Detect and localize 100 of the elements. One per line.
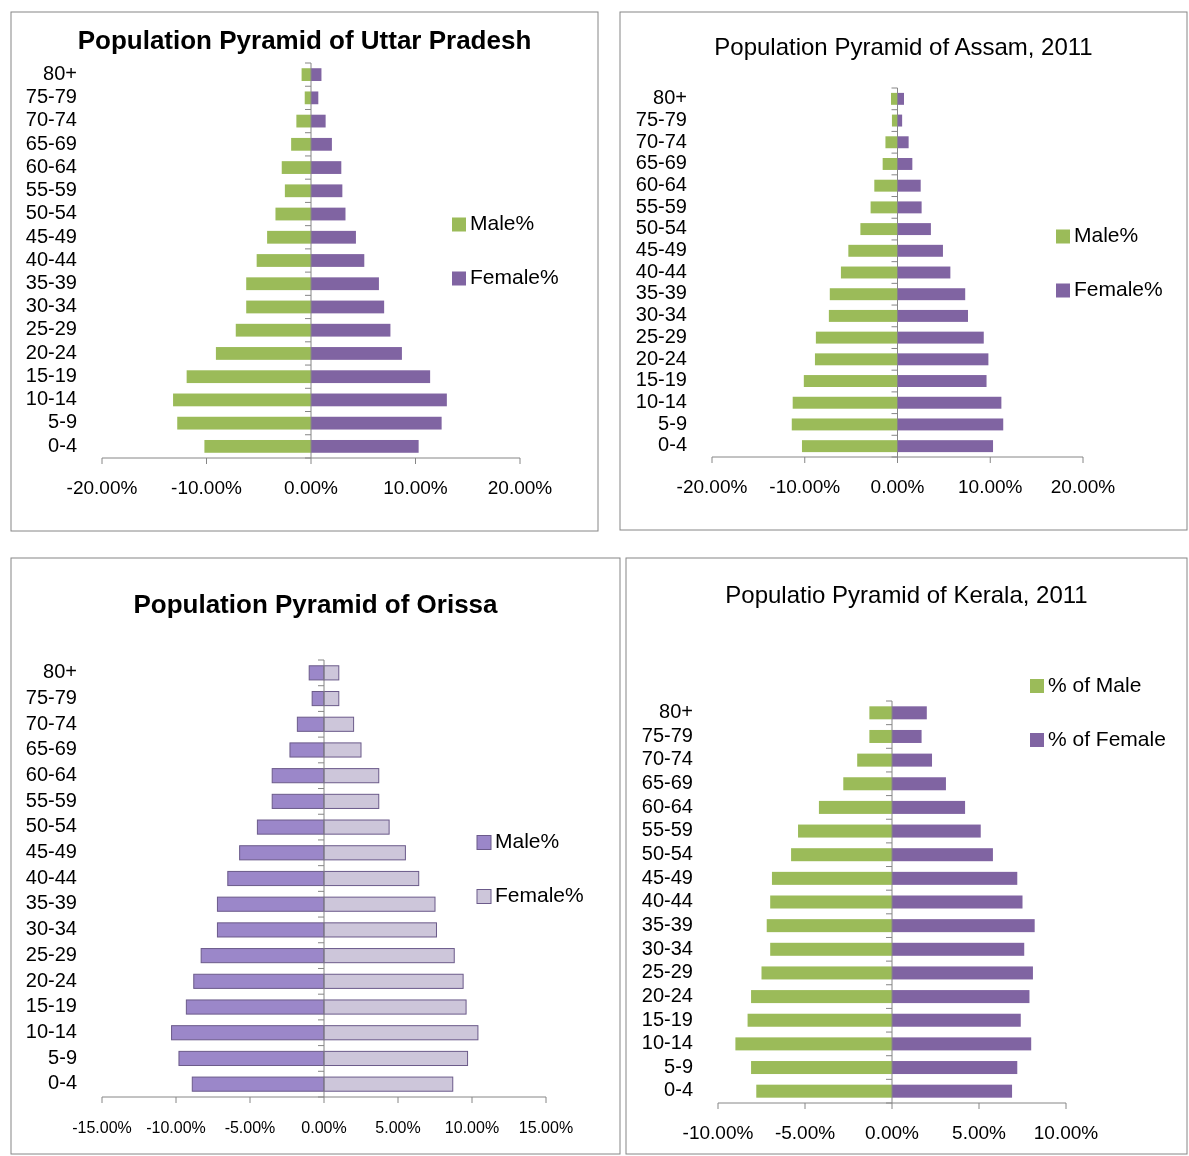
bar: [892, 777, 946, 791]
bar: [897, 266, 951, 279]
bar: [818, 800, 892, 814]
y-tick-label: 45-49: [25, 224, 77, 247]
y-tick-label: 45-49: [25, 840, 77, 863]
bar: [323, 768, 380, 784]
bar: [892, 1013, 1021, 1027]
x-tick-label: 20.00%: [1050, 476, 1116, 497]
bar: [897, 158, 913, 170]
bar: [323, 922, 437, 938]
y-tick-label: 20-24: [635, 346, 687, 369]
bar: [311, 370, 431, 384]
bar: [761, 966, 892, 980]
y-tick-label: 25-29: [635, 324, 687, 347]
bar: [897, 396, 1002, 409]
x-tick-label: 5.00%: [375, 1119, 421, 1136]
bar: [311, 230, 356, 244]
y-tick-label: 30-34: [25, 294, 77, 317]
y-tick-label: 5-9: [48, 410, 77, 433]
bar: [311, 161, 342, 174]
y-tick-label: 50-54: [25, 814, 77, 837]
legend-label: % of Female: [1048, 726, 1166, 750]
bar: [323, 665, 340, 681]
y-tick-label: 50-54: [641, 841, 693, 864]
y-tick-label: 80+: [659, 700, 693, 723]
bar: [271, 793, 325, 809]
bar: [892, 919, 1035, 933]
bar: [323, 819, 390, 835]
y-tick-label: 75-79: [25, 85, 77, 108]
bar: [751, 990, 892, 1004]
bar: [892, 848, 993, 862]
bar: [311, 323, 391, 337]
y-tick-label: 45-49: [635, 238, 687, 261]
bar: [770, 895, 892, 909]
bar: [897, 244, 943, 257]
bar: [791, 418, 898, 431]
x-tick-label: 15.00%: [518, 1119, 574, 1136]
bar: [216, 896, 325, 912]
legend-label: % of Male: [1048, 672, 1142, 696]
y-tick-label: 70-74: [641, 747, 693, 770]
bar: [246, 277, 311, 291]
bar: [271, 768, 325, 784]
y-tick-label: 40-44: [25, 865, 77, 888]
x-tick-label: 0.00%: [284, 477, 339, 498]
chart-title: Population Pyramid of Assam, 2011: [714, 33, 1093, 61]
bar: [843, 777, 892, 791]
bar: [892, 990, 1030, 1004]
x-tick-label: -10.00%: [146, 1119, 206, 1136]
bar: [771, 871, 892, 885]
bar: [204, 439, 311, 453]
bar: [311, 416, 442, 430]
y-tick-label: 40-44: [641, 889, 693, 912]
bar: [323, 793, 380, 809]
bar: [860, 223, 898, 236]
y-tick-label: 15-19: [25, 994, 77, 1017]
x-tick-label: -20.00%: [676, 476, 748, 497]
bar: [284, 184, 311, 198]
x-tick-label: 10.00%: [1033, 1122, 1099, 1143]
y-tick-label: 50-54: [635, 216, 687, 239]
y-tick-label: 55-59: [641, 818, 693, 841]
bar: [323, 896, 436, 912]
bar: [177, 416, 311, 430]
y-tick-label: 65-69: [25, 737, 77, 760]
bar: [281, 161, 311, 174]
bar: [193, 973, 325, 989]
x-tick-label: 10.00%: [383, 477, 448, 498]
bar: [173, 393, 311, 407]
legend-label: Female%: [495, 883, 584, 907]
y-tick-label: 25-29: [25, 317, 77, 340]
bar: [848, 244, 898, 257]
y-tick-label: 25-29: [641, 960, 693, 983]
bar: [747, 1013, 892, 1027]
y-tick-label: 65-69: [25, 131, 77, 154]
bar: [311, 439, 419, 453]
x-tick-label: 10.00%: [444, 1119, 500, 1136]
y-tick-label: 10-14: [25, 1020, 77, 1043]
y-tick-label: 35-39: [25, 891, 77, 914]
bar: [829, 288, 898, 301]
y-tick-label: 75-79: [25, 685, 77, 708]
x-tick-label: -20.00%: [66, 477, 138, 498]
bar: [216, 922, 325, 938]
bar: [815, 331, 898, 344]
y-tick-label: 0-4: [658, 433, 687, 456]
bar: [308, 665, 325, 681]
bar: [869, 706, 892, 720]
bar: [892, 871, 1018, 885]
bar: [798, 824, 892, 838]
y-tick-label: 60-64: [635, 172, 687, 195]
y-tick-label: 0-4: [48, 433, 77, 456]
bar: [735, 1037, 892, 1051]
x-tick-label: 10.00%: [958, 476, 1023, 497]
bar: [311, 347, 402, 360]
bar: [892, 1037, 1032, 1051]
bar: [756, 1084, 892, 1098]
bar: [874, 179, 898, 192]
bar: [323, 716, 355, 732]
bar: [897, 375, 987, 387]
bar: [892, 706, 927, 720]
legend-label: Male%: [1074, 223, 1139, 247]
bar: [323, 742, 362, 758]
